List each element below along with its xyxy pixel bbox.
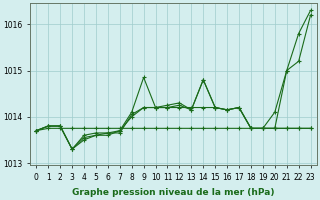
X-axis label: Graphe pression niveau de la mer (hPa): Graphe pression niveau de la mer (hPa): [72, 188, 275, 197]
